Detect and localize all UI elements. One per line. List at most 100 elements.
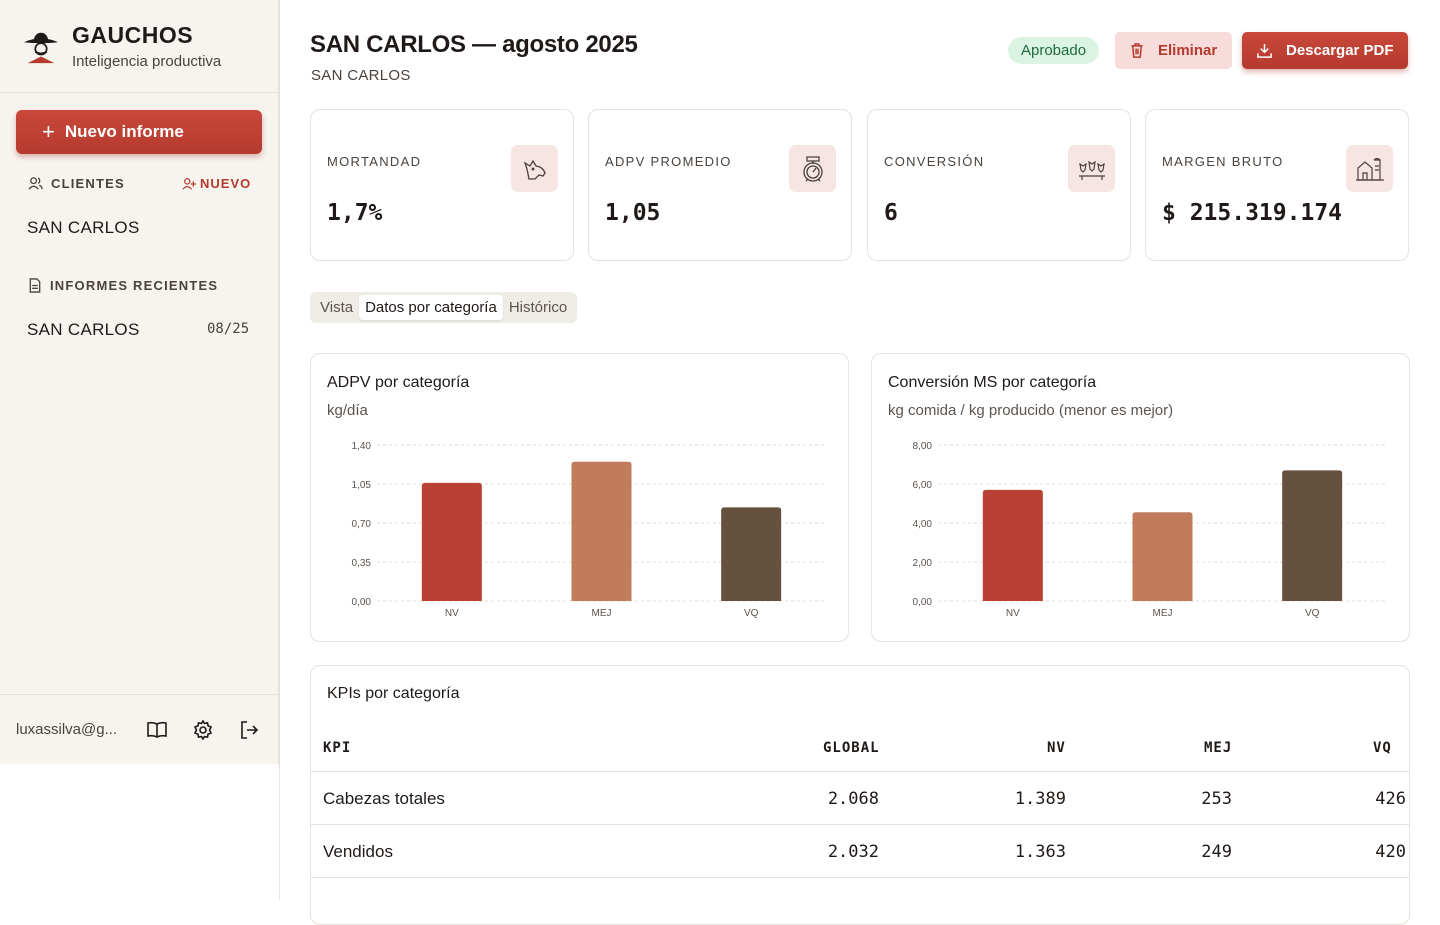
table-cell: 420 [1375,842,1406,862]
report-item-name[interactable]: SAN CARLOS [27,320,140,339]
bar-nv [421,482,482,601]
logout-icon[interactable] [238,719,260,741]
table-cell: 426 [1375,789,1406,809]
clients-heading-label: CLIENTES [51,176,125,191]
sidebar-divider [279,0,280,900]
download-label: Descargar PDF [1286,42,1394,59]
table-cell: 2.068 [827,789,879,809]
chart-title: Conversión MS por categoría [888,374,1097,391]
row-divider [311,824,1409,825]
y-tick-label: 6,00 [913,480,933,491]
brand-subtitle: Inteligencia productiva [72,53,222,70]
y-tick-label: 1,40 [352,441,372,452]
bar-vq [1282,470,1343,601]
barn-icon [1346,145,1393,192]
download-pdf-button[interactable]: Descargar PDF [1242,32,1408,69]
column-header-global: GLOBAL [823,740,880,756]
page-title: SAN CARLOS — agosto 2025 [310,31,638,58]
column-header-kpi: KPI [323,740,352,756]
conversion-chart-card: Conversión MS por categoría kg comida / … [871,353,1410,642]
table-cell: Cabezas totales [323,789,445,808]
page-subtitle: SAN CARLOS [311,67,411,84]
main-content: SAN CARLOS — agosto 2025 SAN CARLOS Apro… [310,0,1410,925]
table-cell: Vendidos [323,842,393,861]
kpi-value: 6 [884,200,898,226]
table-cell: 1.389 [1014,789,1066,809]
new-report-label: Nuevo informe [64,122,184,141]
users-icon [28,177,43,190]
y-tick-label: 0,35 [352,558,372,569]
kpi-card-mortandad: MORTANDAD 1,7% [310,109,574,261]
new-report-button[interactable]: + Nuevo informe [16,110,262,154]
chart-subtitle: kg/día [327,402,368,419]
clients-heading: CLIENTES [28,176,125,191]
column-header-nv: NV [1047,740,1066,756]
bar-nv [982,489,1043,601]
y-tick-label: 0,70 [352,519,372,530]
recent-reports-label: INFORMES RECIENTES [50,278,219,293]
chart-title: ADPV por categoría [327,374,470,391]
kpi-label: MARGEN BRUTO [1162,154,1284,169]
kpi-card-conversion: CONVERSIÓN 6 [867,109,1131,261]
kpi-value: 1,05 [605,200,661,226]
bar-mej [1132,512,1193,601]
tab-datos-por-categoria[interactable]: Datos por categoría [359,295,503,320]
brand: GAUCHOS Inteligencia productiva [0,0,278,93]
row-divider [311,877,1409,878]
download-icon [1257,43,1272,58]
user-email: luxassilva@g... [16,721,118,738]
herd-icon [1068,145,1115,192]
kpi-label: CONVERSIÓN [884,154,985,169]
tab-bar: Vista Datos por categoría Histórico [310,292,578,323]
delete-label: Eliminar [1158,42,1218,59]
table-cell: 2.032 [827,842,879,862]
kpi-card-margen-bruto: MARGEN BRUTO $ 215.319.174 [1145,109,1409,261]
kpi-label: MORTANDAD [327,154,422,169]
x-tick-label: NV [445,608,459,619]
scale-icon [789,145,836,192]
add-user-icon [182,177,196,190]
adpv-chart-card: ADPV por categoría kg/día 0,00 0,35 0,70 1,… [310,353,849,642]
table-title: KPIs por categoría [327,685,460,702]
kpi-table-card: KPIs por categoría KPI GLOBAL NV MEJ VQ … [310,665,1410,925]
x-tick-label: NV [1006,608,1020,619]
x-tick-label: VQ [744,608,759,619]
y-tick-label: 2,00 [913,558,933,569]
x-tick-label: MEJ [592,608,612,619]
new-client-link[interactable]: NUEVO [182,176,251,191]
new-client-label: NUEVO [200,176,252,191]
sidebar: GAUCHOS Inteligencia productiva + Nuevo … [0,0,279,764]
column-header-vq: VQ [1373,740,1392,756]
sidebar-footer: luxassilva@g... [0,694,279,764]
bar-chart: 0,00 0,35 0,70 1,05 1,40 NV MEJ VQ [352,441,826,619]
gear-icon[interactable] [192,719,214,741]
client-item-san-carlos[interactable]: SAN CARLOS [27,218,140,237]
table-cell: 1.363 [1014,842,1066,862]
table-cell: 253 [1201,789,1232,809]
bar-vq [721,507,782,601]
kpi-value: 1,7% [327,200,383,226]
y-tick-label: 1,05 [352,480,372,491]
table-cell: 249 [1201,842,1232,862]
x-tick-label: MEJ [1153,608,1173,619]
bar-chart: 0,00 2,00 4,00 6,00 8,00 NV MEJ VQ [913,441,1387,619]
y-tick-label: 8,00 [913,441,933,452]
bar-mej [571,461,632,601]
recent-reports-heading: INFORMES RECIENTES [28,278,218,293]
y-tick-label: 4,00 [913,519,933,530]
x-tick-label: VQ [1305,608,1320,619]
tab-historico[interactable]: Histórico [508,299,568,316]
chart-subtitle: kg comida / kg producido (menor es mejor… [888,402,1174,419]
brand-name: GAUCHOS [72,22,194,48]
plus-icon: + [42,119,55,144]
report-item-date: 08/25 [207,321,250,337]
delete-button[interactable]: Eliminar [1115,32,1232,69]
book-icon[interactable] [146,719,168,741]
kpi-card-adpv: ADPV PROMEDIO 1,05 [588,109,852,261]
document-icon [29,278,41,293]
column-header-mej: MEJ [1204,740,1233,756]
kpi-label: ADPV PROMEDIO [605,154,732,169]
trash-icon [1131,43,1143,58]
tab-vista[interactable]: Vista [320,299,354,316]
kpi-value: $ 215.319.174 [1162,200,1343,226]
